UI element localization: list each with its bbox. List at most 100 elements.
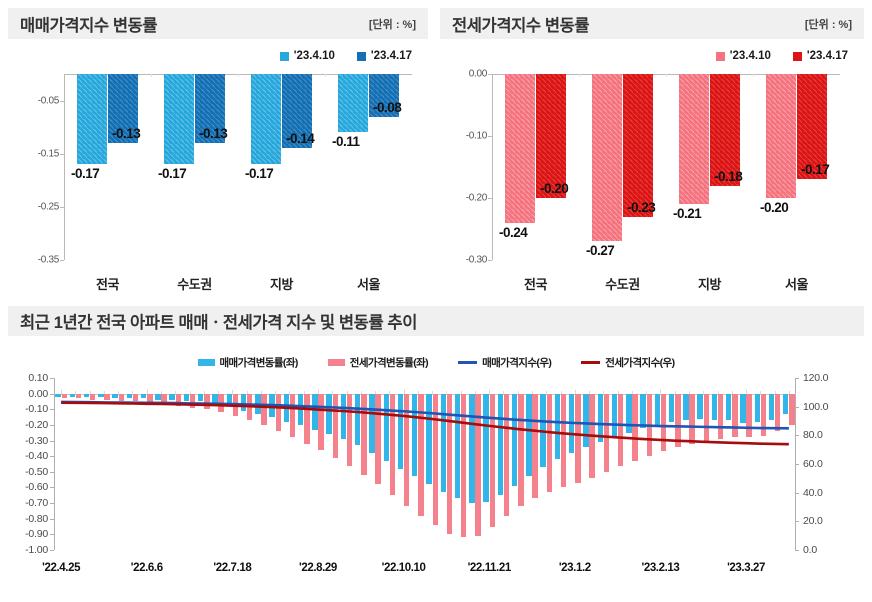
right-axis-tick bbox=[795, 521, 799, 523]
bar-지방-1 bbox=[282, 74, 312, 149]
bar-전국-1 bbox=[108, 74, 138, 144]
bar-sale-rate-35 bbox=[554, 393, 561, 460]
sale-legend-item-curr: '23.4.17 bbox=[356, 50, 412, 62]
y-axis-tick-label: -0.20 bbox=[465, 192, 488, 204]
right-axis-tick bbox=[795, 378, 799, 379]
bar-jeonse-rate-48 bbox=[746, 393, 752, 438]
legend-line-icon bbox=[458, 360, 478, 364]
left-axis-tick bbox=[50, 393, 54, 395]
bar-서울-0 bbox=[338, 74, 368, 133]
y-axis-line bbox=[492, 74, 494, 260]
bar-jeonse-rate-20 bbox=[346, 393, 353, 466]
y-axis-tick bbox=[488, 260, 492, 261]
y-axis-tick bbox=[60, 100, 64, 102]
left-axis-line bbox=[54, 378, 56, 550]
bar-jeonse-rate-8 bbox=[175, 393, 182, 407]
jeonse-legend-item-prev: '23.4.10 bbox=[715, 50, 771, 62]
left-axis-tick bbox=[50, 550, 54, 551]
left-axis-tick-label: -1.00 bbox=[25, 544, 48, 556]
bar-서울-1 bbox=[797, 74, 827, 180]
left-axis-tick-label: -0.60 bbox=[25, 481, 48, 494]
left-axis-tick bbox=[50, 456, 54, 458]
bar-jeonse-rate-33 bbox=[532, 393, 538, 499]
bar-jeonse-rate-38 bbox=[603, 393, 610, 472]
bar-jeonse-rate-27 bbox=[446, 393, 453, 535]
bar-jeonse-rate-6 bbox=[147, 393, 153, 403]
x-axis-minor-tick bbox=[275, 390, 277, 394]
bar-jeonse-rate-47 bbox=[732, 393, 738, 438]
y-axis-line bbox=[64, 74, 66, 260]
x-axis-minor-tick bbox=[317, 390, 319, 394]
x-axis-minor-tick bbox=[474, 390, 476, 394]
bar-sale-rate-5 bbox=[126, 393, 133, 399]
x-axis-minor-tick bbox=[617, 390, 619, 394]
trend-legend-item-jeonse-index: 전세가격지수(우) bbox=[581, 355, 675, 370]
left-axis-tick-label: 0.10 bbox=[28, 372, 48, 384]
bar-jeonse-rate-30 bbox=[489, 393, 496, 527]
bar-jeonse-rate-21 bbox=[361, 393, 367, 475]
y-axis-tick bbox=[488, 74, 492, 75]
category-divider bbox=[325, 74, 326, 77]
bar-sale-rate-44 bbox=[683, 393, 689, 421]
bar-수도권-1 bbox=[195, 74, 225, 144]
bar-수도권-0 bbox=[164, 74, 194, 165]
jeonse-chart-plot: 0.00 -0.10 -0.20 -0.30 -0.24 -0.27 -0.21 -0.20 전… bbox=[466, 69, 840, 292]
bar-value-label: -0.17 bbox=[71, 166, 100, 182]
bar-value-label: -0.20 bbox=[540, 181, 569, 196]
trend-chart-plot: 0.10 0.00 -0.10 -0.20 -0.30 -0.40 -0.50 -0.60 -0… bbox=[25, 372, 828, 574]
left-axis-tick bbox=[50, 409, 54, 411]
left-axis-tick-label: -0.70 bbox=[25, 497, 48, 510]
right-axis-tick-label: 0.0 bbox=[803, 544, 817, 556]
bar-sale-rate-6 bbox=[140, 393, 147, 399]
bar-지방-0 bbox=[251, 74, 281, 165]
left-axis-tick bbox=[50, 424, 54, 426]
jeonse-legend-label-prev: '23.4.10 bbox=[729, 50, 771, 62]
x-axis-minor-tick bbox=[161, 390, 163, 394]
sale-panel-title: 매매가격지수 변동률 bbox=[20, 16, 158, 35]
bar-value-label: -0.17 bbox=[158, 166, 187, 182]
x-axis-minor-tick bbox=[218, 390, 220, 394]
left-axis-tick bbox=[50, 503, 54, 505]
right-axis-tick bbox=[795, 492, 799, 494]
category-divider bbox=[151, 74, 152, 77]
y-axis-tick bbox=[488, 136, 492, 137]
one-year-trend-panel: 최근 1년간 전국 아파트 매매ㆍ전세가격 지수 및 변동률 추이 매매가격변동… bbox=[8, 306, 864, 598]
x-axis-minor-tick bbox=[589, 390, 591, 394]
legend-swatch-icon bbox=[356, 51, 366, 61]
bar-sale-rate-30 bbox=[483, 393, 489, 502]
bar-sale-rate-37 bbox=[583, 393, 589, 447]
jeonse-chart-legend: '23.4.10 '23.4.17 bbox=[440, 45, 864, 67]
x-axis-minor-tick bbox=[346, 390, 348, 394]
x-axis-minor-tick bbox=[303, 390, 305, 394]
bar-sale-rate-29 bbox=[469, 393, 475, 504]
x-axis-minor-tick bbox=[603, 390, 605, 394]
x-axis-minor-tick bbox=[688, 390, 690, 394]
x-axis-minor-tick bbox=[389, 390, 391, 394]
sale-chart-plot: -0.05 -0.15 -0.25 -0.35 -0.17 -0.17 -0.17 -0.11… bbox=[38, 74, 412, 292]
bar-jeonse-rate-10 bbox=[204, 393, 210, 410]
left-axis-tick-label: -0.50 bbox=[25, 465, 48, 478]
x-axis-minor-tick bbox=[532, 390, 534, 394]
x-axis-minor-tick bbox=[646, 390, 648, 394]
bar-jeonse-rate-3 bbox=[104, 393, 110, 400]
y-axis-tick-label: -0.05 bbox=[37, 95, 60, 107]
bar-value-label: -0.08 bbox=[373, 99, 402, 115]
category-label-지방: 지방 bbox=[698, 277, 721, 292]
bar-value-label: -0.13 bbox=[199, 126, 228, 142]
bar-sale-rate-42 bbox=[654, 393, 661, 425]
bar-jeonse-rate-16 bbox=[289, 393, 296, 438]
zero-line bbox=[54, 393, 796, 395]
bar-jeonse-rate-17 bbox=[304, 393, 310, 444]
bar-sale-rate-31 bbox=[497, 393, 504, 496]
jeonse-legend-label-curr: '23.4.17 bbox=[806, 50, 848, 62]
x-axis-minor-tick bbox=[232, 390, 234, 394]
legend-swatch-icon bbox=[715, 51, 725, 61]
bar-value-label: -0.18 bbox=[714, 168, 743, 184]
x-axis-minor-tick bbox=[446, 390, 448, 394]
bar-지방-0 bbox=[679, 74, 709, 205]
left-axis-tick-label: -0.90 bbox=[25, 528, 48, 541]
y-axis-tick bbox=[60, 260, 64, 261]
category-divider bbox=[666, 74, 667, 77]
sale-price-change-panel: 매매가격지수 변동률 [단위 : %] '23.4.10 '23.4.17 -0… bbox=[8, 8, 428, 298]
bar-sale-rate-45 bbox=[697, 393, 703, 419]
